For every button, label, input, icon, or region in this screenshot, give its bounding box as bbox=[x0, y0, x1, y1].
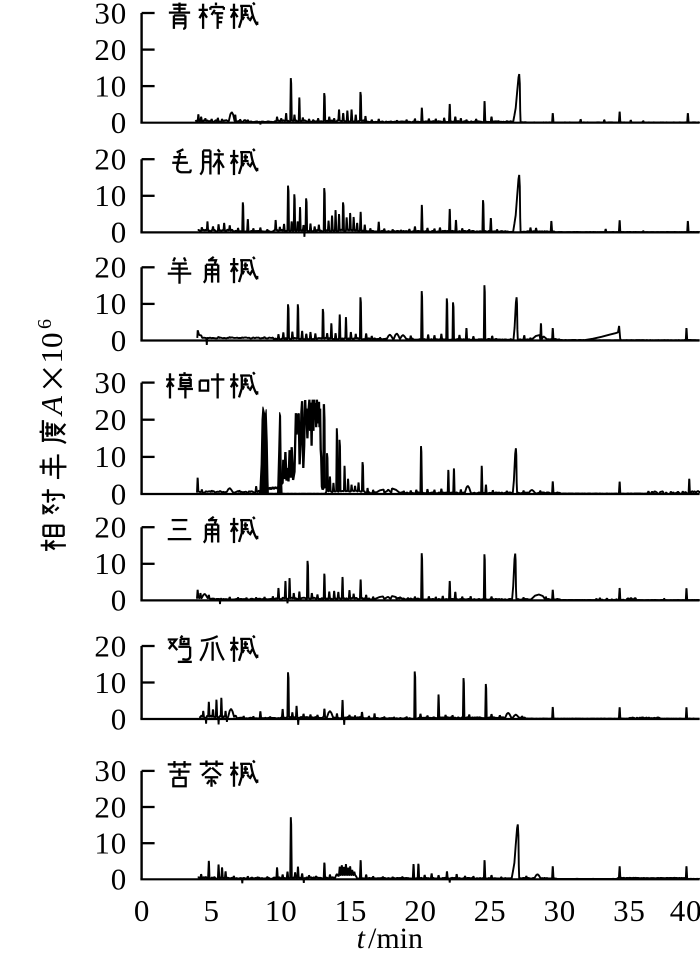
svg-text:30: 30 bbox=[94, 365, 127, 400]
svg-text:30: 30 bbox=[94, 0, 127, 30]
svg-text:15: 15 bbox=[335, 893, 368, 928]
svg-text:10: 10 bbox=[94, 439, 127, 474]
svg-text:10: 10 bbox=[94, 665, 127, 700]
svg-text:10: 10 bbox=[94, 826, 127, 861]
svg-text:10: 10 bbox=[265, 893, 298, 928]
svg-text:20: 20 bbox=[94, 142, 127, 177]
svg-text:25: 25 bbox=[474, 893, 507, 928]
svg-text:10: 10 bbox=[94, 68, 127, 103]
svg-text:35: 35 bbox=[613, 893, 646, 928]
svg-text:0: 0 bbox=[134, 893, 150, 928]
svg-text:30: 30 bbox=[543, 893, 576, 928]
svg-text:40: 40 bbox=[670, 893, 700, 928]
svg-text:0: 0 bbox=[111, 476, 127, 511]
svg-text:10: 10 bbox=[94, 178, 127, 213]
svg-text:20: 20 bbox=[94, 250, 127, 285]
svg-text:0: 0 bbox=[111, 583, 127, 618]
svg-text:0: 0 bbox=[111, 105, 127, 140]
svg-text:20: 20 bbox=[94, 789, 127, 824]
svg-text:0: 0 bbox=[111, 862, 127, 897]
svg-text:0: 0 bbox=[111, 323, 127, 358]
svg-text:0: 0 bbox=[111, 215, 127, 250]
svg-text:5: 5 bbox=[203, 893, 219, 928]
svg-text:/min: /min bbox=[368, 922, 423, 953]
svg-text:20: 20 bbox=[94, 402, 127, 437]
svg-text:10: 10 bbox=[94, 286, 127, 321]
svg-text:20: 20 bbox=[404, 893, 437, 928]
svg-text:0: 0 bbox=[111, 701, 127, 736]
svg-text:20: 20 bbox=[94, 32, 127, 67]
svg-text:20: 20 bbox=[94, 510, 127, 545]
svg-text:t: t bbox=[357, 922, 366, 953]
svg-text:30: 30 bbox=[94, 753, 127, 788]
svg-text:20: 20 bbox=[94, 628, 127, 663]
svg-text:10: 10 bbox=[34, 333, 69, 364]
svg-text:A: A bbox=[34, 395, 69, 417]
svg-text:10: 10 bbox=[94, 546, 127, 581]
svg-text:6: 6 bbox=[34, 319, 56, 329]
